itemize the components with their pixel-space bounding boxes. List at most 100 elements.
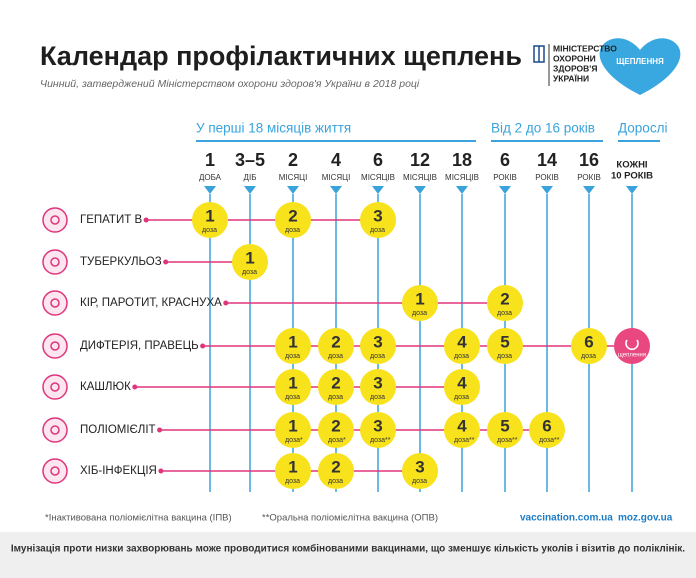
footer-band: [0, 532, 696, 578]
row-icon: [42, 249, 68, 275]
column-arrow: [583, 186, 595, 194]
column-number: 6: [373, 150, 383, 170]
dose-unit: доза**: [370, 437, 391, 444]
dose: [275, 453, 311, 489]
column-arrow: [330, 186, 342, 194]
column-number: 4: [331, 150, 341, 170]
dose-number: 2: [331, 373, 340, 392]
vaccine-name: ХІБ-ІНФЕКЦІЯ: [80, 465, 157, 477]
row-dot: [158, 468, 164, 474]
dose: [402, 453, 438, 489]
ministry-logo: [533, 44, 550, 86]
column-label: 10 РОКІВ: [611, 171, 653, 182]
dose: [487, 285, 523, 321]
dose: [275, 328, 311, 364]
dose-unit: доза: [242, 269, 257, 276]
subtitle: Чинний, затверджений Міністерством охоро…: [40, 78, 420, 90]
dose-unit: доза: [412, 478, 427, 485]
group-label: Дорослі: [618, 121, 667, 136]
icon-dot: [50, 341, 60, 351]
dose-unit: доза**: [454, 437, 475, 444]
ministry-name: УКРАЇНИ: [553, 73, 589, 83]
column-arrow: [244, 186, 256, 194]
ministry-name: МІНІСТЕРСТВО: [553, 43, 617, 53]
row-icon: [42, 417, 68, 443]
dose-number: 1: [288, 373, 297, 392]
column-arrow: [499, 186, 511, 194]
column-unit: МІСЯЦІВ: [361, 173, 395, 182]
dose: [318, 369, 354, 405]
dose-unit: доза: [581, 353, 596, 360]
icon-circle: [42, 458, 68, 484]
dose-number: 4: [457, 416, 467, 435]
column-unit: ДІБ: [244, 173, 257, 182]
dose: [444, 412, 480, 448]
icon-circle: [42, 417, 68, 443]
group-label: Від 2 до 16 років: [491, 121, 595, 136]
dose-number: 1: [288, 332, 297, 351]
dose: [529, 412, 565, 448]
dose: [402, 285, 438, 321]
row-dot: [132, 384, 138, 390]
dose-number: 1: [288, 416, 297, 435]
icon-dot: [50, 425, 60, 435]
dose-number: 4: [457, 332, 467, 351]
row-icon: [42, 458, 68, 484]
repeat-icon: [625, 339, 639, 351]
dose-number: 1: [415, 289, 424, 308]
column-arrow: [287, 186, 299, 194]
row-icon: [42, 333, 68, 359]
dose: [232, 244, 268, 280]
row-icon: [42, 374, 68, 400]
footnote: *Інактивована поліомієлітна вакцина (ІПВ…: [45, 513, 232, 524]
column-unit: МІСЯЦІВ: [445, 173, 479, 182]
dose-number: 2: [331, 416, 340, 435]
column-arrow: [456, 186, 468, 194]
dose-number: 6: [584, 332, 593, 351]
column-number: 14: [537, 150, 557, 170]
dose-unit: доза: [328, 394, 343, 401]
vaccine-name: ГЕПАТИТ В: [80, 214, 142, 226]
column-unit: МІСЯЦІ: [279, 173, 308, 182]
row-dot: [157, 427, 163, 433]
dose-unit: доза: [370, 394, 385, 401]
dose-number: 3: [415, 457, 424, 476]
dose: [318, 328, 354, 364]
column-unit: МІСЯЦІ: [322, 173, 351, 182]
dose-number: 5: [500, 332, 509, 351]
group-label: У перші 18 місяців життя: [196, 121, 351, 136]
link[interactable]: moz.gov.ua: [618, 513, 673, 524]
dose: [318, 453, 354, 489]
icon-circle: [42, 290, 68, 316]
icon-circle: [42, 249, 68, 275]
vaccine-name: ПОЛІОМІЄЛІТ: [80, 424, 156, 436]
dose-unit: доза: [285, 478, 300, 485]
dose-number: 3: [373, 416, 382, 435]
dose-number: 2: [331, 332, 340, 351]
dose-number: 1: [288, 457, 297, 476]
row-dot: [200, 343, 206, 349]
dose-unit: доза: [285, 353, 300, 360]
column-unit: РОКІВ: [493, 173, 517, 182]
dose-unit: доза: [202, 227, 217, 234]
dose-number: 3: [373, 373, 382, 392]
link[interactable]: vaccination.com.ua: [520, 513, 613, 524]
dose-unit: доза: [370, 227, 385, 234]
row-dot: [163, 259, 169, 265]
dose-number: 1: [205, 206, 214, 225]
column-number: 1: [205, 150, 215, 170]
column-arrow: [204, 186, 216, 194]
column-arrow: [372, 186, 384, 194]
dose-unit: доза: [497, 310, 512, 317]
dose-unit: доза: [454, 353, 469, 360]
column-unit: РОКІВ: [535, 173, 559, 182]
dose-number: 2: [500, 289, 509, 308]
dose: [571, 328, 607, 364]
dose: [275, 369, 311, 405]
vaccine-name: ДИФТЕРІЯ, ПРАВЕЦЬ: [80, 340, 199, 352]
row-dot: [143, 217, 149, 223]
vaccine-name: КАШЛЮК: [80, 381, 131, 393]
row-icon: [42, 207, 68, 233]
dose-unit: доза**: [497, 437, 518, 444]
